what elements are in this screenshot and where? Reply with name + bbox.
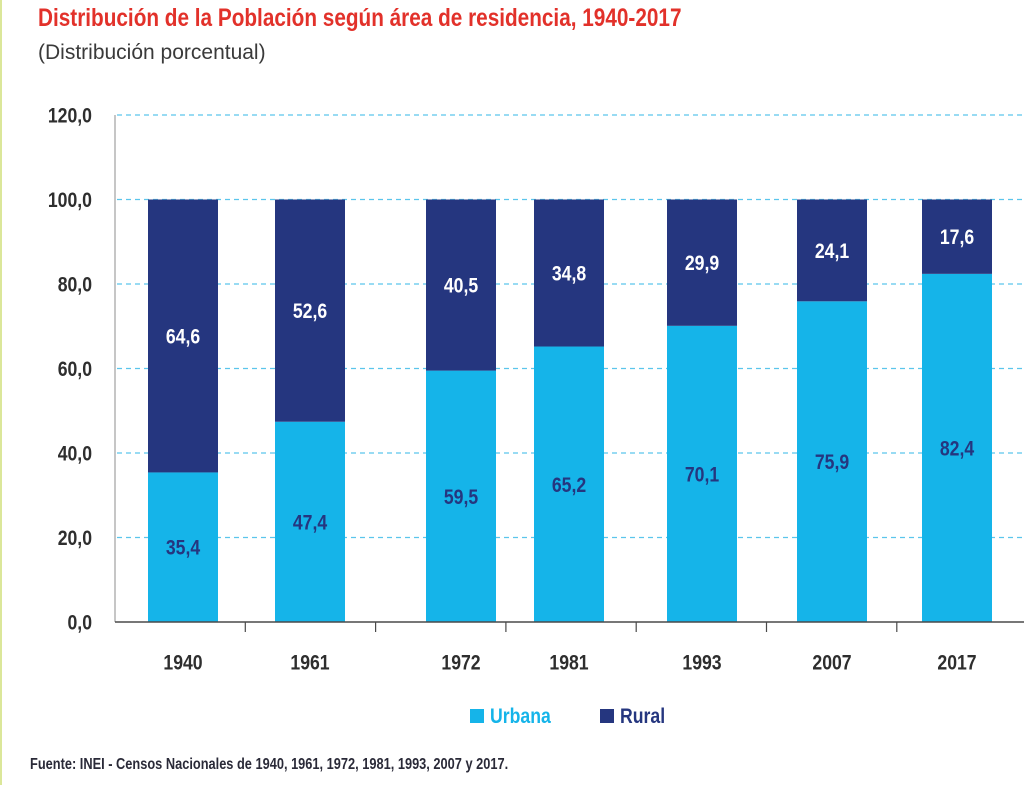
chart-subtitle: (Distribución porcentual) — [38, 41, 266, 64]
x-tick-label-1993: 1993 — [682, 651, 721, 675]
y-tick-label-40: 40,0 — [58, 442, 92, 466]
bar-rural-2017 — [922, 199, 992, 274]
bar-urbana-1981 — [534, 346, 604, 622]
data-label-urbana-2017: 82,4 — [940, 437, 975, 461]
legend-swatch-urbana — [470, 709, 484, 723]
y-tick-label-100: 100,0 — [48, 189, 92, 213]
x-tick-label-2017: 2017 — [937, 651, 976, 675]
legend-label-urbana: Urbana — [490, 705, 551, 728]
y-tick-label-120: 120,0 — [48, 104, 92, 128]
data-label-urbana-1972: 59,5 — [444, 485, 479, 509]
bar-rural-1993 — [667, 199, 737, 326]
data-label-rural-1993: 29,9 — [685, 252, 720, 276]
bar-rural-1981 — [534, 199, 604, 347]
x-tick-label-1961: 1961 — [290, 651, 329, 675]
bar-urbana-1972 — [426, 370, 496, 622]
data-label-urbana-2007: 75,9 — [815, 451, 850, 475]
bar-urbana-1961 — [275, 421, 345, 622]
x-tick-label-2007: 2007 — [812, 651, 851, 675]
y-tick-label-20: 20,0 — [58, 527, 92, 551]
data-label-rural-2017: 17,6 — [940, 226, 975, 250]
bar-rural-2007 — [797, 199, 867, 302]
legend-label-rural: Rural — [620, 705, 666, 728]
y-tick-label-60: 60,0 — [58, 358, 92, 382]
data-label-rural-1961: 52,6 — [293, 300, 328, 324]
data-label-rural-1940: 64,6 — [166, 325, 201, 349]
y-tick-label-0: 0,0 — [67, 611, 92, 635]
bar-urbana-1993 — [667, 325, 737, 622]
chart-title: Distribución de la Población según área … — [38, 4, 682, 32]
bar-rural-1972 — [426, 199, 496, 371]
bar-urbana-1940 — [148, 472, 218, 622]
data-label-urbana-1940: 35,4 — [166, 536, 201, 560]
source-note: Fuente: INEI - Censos Nacionales de 1940… — [30, 756, 509, 773]
data-label-rural-1981: 34,8 — [552, 262, 587, 286]
page-edge — [0, 0, 2, 785]
x-tick-label-1972: 1972 — [441, 651, 480, 675]
bar-rural-1961 — [275, 199, 345, 422]
data-label-rural-2007: 24,1 — [815, 240, 850, 264]
bar-rural-1940 — [148, 199, 218, 473]
stacked-bar-chart: 0,0 20,0 40,0 60,0 80,0 100,0 120,0 35,4 64,6 47,… — [48, 104, 1024, 675]
data-label-urbana-1993: 70,1 — [685, 463, 720, 487]
data-label-urbana-1981: 65,2 — [552, 473, 586, 497]
y-tick-label-80: 80,0 — [58, 273, 92, 297]
x-tick-label-1981: 1981 — [549, 651, 588, 675]
data-label-urbana-1961: 47,4 — [293, 511, 328, 535]
bar-urbana-2007 — [797, 301, 867, 622]
bar-urbana-2017 — [922, 273, 992, 622]
data-label-rural-1972: 40,5 — [444, 274, 479, 298]
x-tick-label-1940: 1940 — [163, 651, 202, 675]
legend-swatch-rural — [600, 709, 614, 723]
